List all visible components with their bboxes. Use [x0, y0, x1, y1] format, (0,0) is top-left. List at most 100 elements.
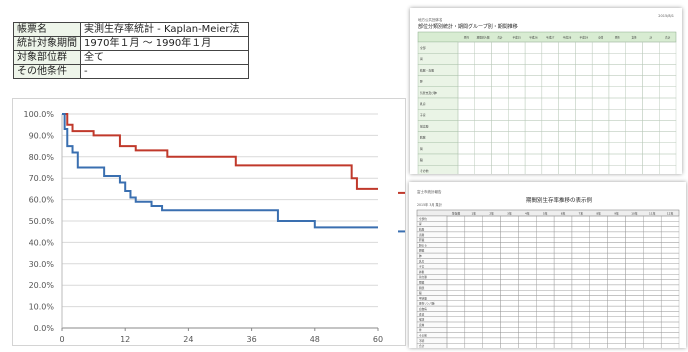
doc2-cell [500, 321, 519, 328]
doc2-cell [518, 321, 537, 328]
doc2-cell [464, 247, 483, 254]
doc2-cell [660, 295, 680, 301]
doc2-cell [446, 237, 466, 243]
doc2-cell [643, 332, 662, 339]
doc1-cell [659, 153, 677, 166]
doc2-cell [553, 242, 573, 248]
doc1-cell [491, 153, 509, 166]
doc1-row-label: 肝 [420, 80, 423, 84]
doc1-cell [558, 64, 576, 76]
doc2-cell [607, 252, 626, 259]
y-tick-label: 0.0% [34, 324, 55, 333]
doc2-cell [536, 247, 555, 254]
doc2-cell [446, 279, 466, 286]
doc2-cell [518, 263, 537, 270]
doc2-cell [625, 221, 644, 227]
doc2-cell [536, 337, 555, 344]
doc2-cell [625, 311, 644, 317]
doc2-cell [464, 327, 483, 333]
doc2-cell [553, 316, 573, 323]
report-thumbnail-period-table: 地方公共団体名 部位分類別統計・期間グループ別・期間推移 2015/8/1 男性… [410, 8, 682, 177]
doc1-cell [575, 53, 593, 65]
doc1-cell [575, 142, 593, 155]
doc2-cell [643, 316, 662, 323]
doc1-cell [474, 75, 492, 87]
doc2-cell [625, 321, 644, 328]
doc1-cell [491, 108, 509, 121]
doc2-cell [464, 242, 483, 248]
doc1-cell [575, 75, 593, 87]
doc2-row-label: 胃 [419, 222, 422, 226]
doc2-cell [536, 231, 555, 238]
doc1-cell [524, 153, 543, 166]
doc2-cell [643, 237, 662, 243]
doc2-cell [553, 300, 573, 307]
doc1-cell [625, 86, 643, 99]
doc1-cell [541, 120, 559, 132]
doc2-cell [660, 268, 680, 275]
doc2-cell [500, 300, 519, 307]
doc2-cell [625, 295, 644, 301]
doc2-row-label: 結腸 [419, 228, 425, 232]
doc2-cell [643, 321, 662, 328]
doc2-cell [518, 226, 537, 233]
doc2-cell [518, 221, 537, 227]
doc1-cell [491, 86, 509, 99]
doc2-cell [536, 226, 555, 233]
doc2-cell [536, 215, 555, 222]
doc1-cell [541, 153, 559, 166]
doc2-cell [446, 327, 466, 333]
doc2-cell [553, 252, 573, 259]
doc1-column-header: 合計 [665, 36, 671, 40]
doc2-cell [625, 327, 644, 333]
doc2-cell [464, 343, 483, 349]
doc2-column-header: 9年 [614, 211, 619, 215]
doc2-cell [518, 279, 537, 286]
doc2-cell [446, 305, 466, 312]
doc2-cell [500, 327, 519, 333]
doc1-cell [642, 41, 660, 54]
doc2-cell [518, 252, 537, 259]
doc2-cell [625, 337, 644, 344]
info-key: 統計対象期間 [13, 36, 81, 51]
doc1-cell [524, 131, 543, 143]
doc1-cell [541, 53, 559, 65]
doc2-cell [607, 231, 626, 238]
doc1-cell [508, 86, 526, 99]
doc2-cell [464, 221, 483, 227]
doc1-cell [524, 64, 543, 76]
doc2-cell [500, 226, 519, 233]
doc2-cell [446, 300, 466, 307]
y-tick-label: 80.0% [29, 153, 55, 162]
doc1-cell [642, 75, 660, 87]
doc2-cell [589, 226, 608, 233]
doc2-cell [482, 290, 501, 296]
doc2-row-label: 膀胱 [419, 286, 425, 290]
doc1-row-label: 全部 [420, 46, 426, 50]
doc2-cell [446, 311, 466, 317]
doc2-cell [536, 279, 555, 286]
doc2-cell [482, 295, 501, 301]
doc2-cell [446, 321, 466, 328]
report-thumbnail-survival-table: 富士市統計報告 期間別生存率推移の表示例 2015年 3月 集計 生存数 1年 2年… [409, 182, 686, 349]
doc2-cell [660, 300, 680, 307]
doc1-cell [642, 142, 660, 155]
doc2-cell [482, 226, 501, 233]
doc2-column-header: 5年 [543, 211, 548, 215]
doc1-cell [608, 153, 626, 166]
doc2-row-label: 脳 [419, 291, 422, 295]
doc2-row-label: 胆のう [419, 243, 427, 247]
doc2-column-header: 7年 [579, 211, 584, 215]
doc2-cell [607, 284, 626, 291]
doc2-row-label: 膵臓 [419, 249, 425, 253]
doc2-cell [607, 258, 626, 264]
doc2-cell [446, 226, 466, 233]
doc2-cell [571, 242, 590, 248]
doc2-cell [482, 247, 501, 254]
doc2-cell [500, 284, 519, 291]
doc2-cell [571, 252, 590, 259]
doc2-cell [464, 231, 483, 238]
doc2-cell [446, 215, 466, 222]
doc2-cell [553, 279, 573, 286]
doc2-cell [607, 295, 626, 301]
